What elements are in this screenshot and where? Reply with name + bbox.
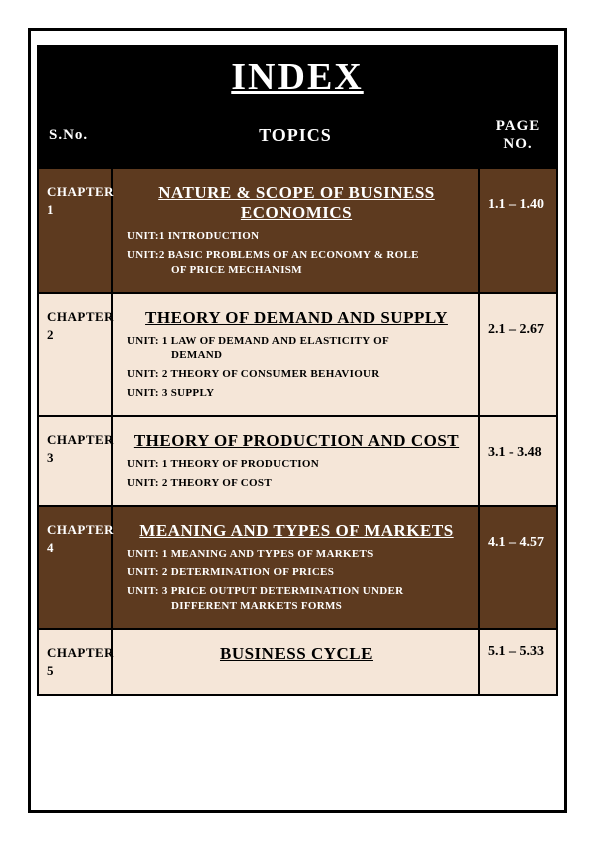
title-row: INDEX — [38, 46, 557, 110]
page-range: 2.1 – 2.67 — [479, 293, 557, 416]
chapter-label: CHAPTER 4 — [47, 522, 114, 555]
header-page: PAGE NO. — [479, 110, 557, 168]
topic-title: BUSINESS CYCLE — [121, 644, 472, 664]
unit-line: UNIT: 3 PRICE OUTPUT DETERMINATION UNDER… — [127, 584, 472, 614]
header-sno: S.No. — [38, 110, 112, 168]
unit-line: UNIT: 2 DETERMINATION OF PRICES — [127, 565, 472, 580]
table-row: CHAPTER 5 BUSINESS CYCLE 5.1 – 5.33 — [38, 629, 557, 695]
table-row: CHAPTER 1 NATURE & SCOPE OF BUSINESS ECO… — [38, 168, 557, 293]
table-row: CHAPTER 2 THEORY OF DEMAND AND SUPPLY UN… — [38, 293, 557, 416]
unit-line: UNIT: 2 THEORY OF COST — [127, 476, 472, 491]
unit-line: UNIT: 1 MEANING AND TYPES OF MARKETS — [127, 547, 472, 562]
unit-line: UNIT: 2 THEORY OF CONSUMER BEHAVIOUR — [127, 367, 472, 382]
page-range: 5.1 – 5.33 — [479, 629, 557, 695]
page-range: 3.1 - 3.48 — [479, 416, 557, 506]
unit-line: UNIT: 1 LAW OF DEMAND AND ELASTICITY OFD… — [127, 334, 472, 364]
topic-title: THEORY OF PRODUCTION AND COST — [121, 431, 472, 451]
unit-line: UNIT: 1 THEORY OF PRODUCTION — [127, 457, 472, 472]
unit-line: UNIT:1 INTRODUCTION — [127, 229, 472, 244]
header-topics: TOPICS — [112, 110, 479, 168]
chapter-label: CHAPTER 5 — [47, 645, 114, 678]
topic-title: THEORY OF DEMAND AND SUPPLY — [121, 308, 472, 328]
table-row: CHAPTER 3 THEORY OF PRODUCTION AND COST … — [38, 416, 557, 506]
chapter-label: CHAPTER 2 — [47, 309, 114, 342]
page-border: INDEX S.No. TOPICS PAGE NO. CHAPTER 1 NA… — [28, 28, 567, 813]
index-table: INDEX S.No. TOPICS PAGE NO. CHAPTER 1 NA… — [37, 45, 558, 696]
header-row: S.No. TOPICS PAGE NO. — [38, 110, 557, 168]
index-title: INDEX — [231, 56, 363, 98]
topic-title: NATURE & SCOPE OF BUSINESS ECONOMICS — [121, 183, 472, 223]
chapter-label: CHAPTER 3 — [47, 432, 114, 465]
page-range: 1.1 – 1.40 — [479, 168, 557, 293]
topic-title: MEANING AND TYPES OF MARKETS — [121, 521, 472, 541]
chapter-label: CHAPTER 1 — [47, 184, 114, 217]
unit-line: UNIT:2 BASIC PROBLEMS OF AN ECONOMY & RO… — [127, 248, 472, 278]
table-row: CHAPTER 4 MEANING AND TYPES OF MARKETS U… — [38, 506, 557, 629]
page-range: 4.1 – 4.57 — [479, 506, 557, 629]
unit-line: UNIT: 3 SUPPLY — [127, 386, 472, 401]
